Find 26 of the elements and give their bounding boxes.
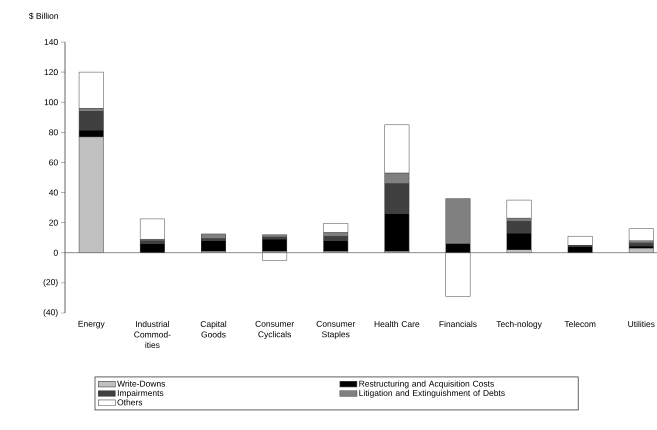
legend-label: Write-Downs <box>117 380 166 387</box>
x-tick-label: Industrial Commod-ities <box>134 320 171 348</box>
x-tick-label: Health Care <box>374 320 420 328</box>
y-axis-title: $ Billion <box>28 12 58 20</box>
y-tick-label: 140 <box>44 39 58 45</box>
x-tick-label: Consumer Staples <box>316 320 356 339</box>
legend-label: Impairments <box>118 390 164 398</box>
y-tick-label: (40) <box>44 309 58 317</box>
y-tick-label: 60 <box>49 159 58 166</box>
y-tick-label: (20) <box>44 278 58 287</box>
x-tick-label: Energy <box>78 320 105 328</box>
x-tick-label: Tech-nology <box>496 320 542 329</box>
y-tick-label: 100 <box>44 99 58 106</box>
x-tick-label: Capital Goods <box>200 320 226 338</box>
x-tick-label: Financials <box>440 320 477 328</box>
y-tick-label: 0 <box>54 250 58 256</box>
x-tick-label: Utilities <box>628 320 655 328</box>
x-tick-label: Consumer Cyclicals <box>256 320 294 339</box>
legend-label: Others <box>117 399 142 406</box>
legend-label: Litigation and Extinguishment of Debts <box>359 390 505 398</box>
legend-label: Restructuring and Acquisition Costs <box>359 380 494 388</box>
y-tick-label: 80 <box>49 129 58 136</box>
y-tick-label: 20 <box>49 220 58 226</box>
y-tick-label: 120 <box>44 69 58 76</box>
x-tick-label: Telecom <box>564 320 596 328</box>
y-tick-label: 40 <box>48 190 58 196</box>
